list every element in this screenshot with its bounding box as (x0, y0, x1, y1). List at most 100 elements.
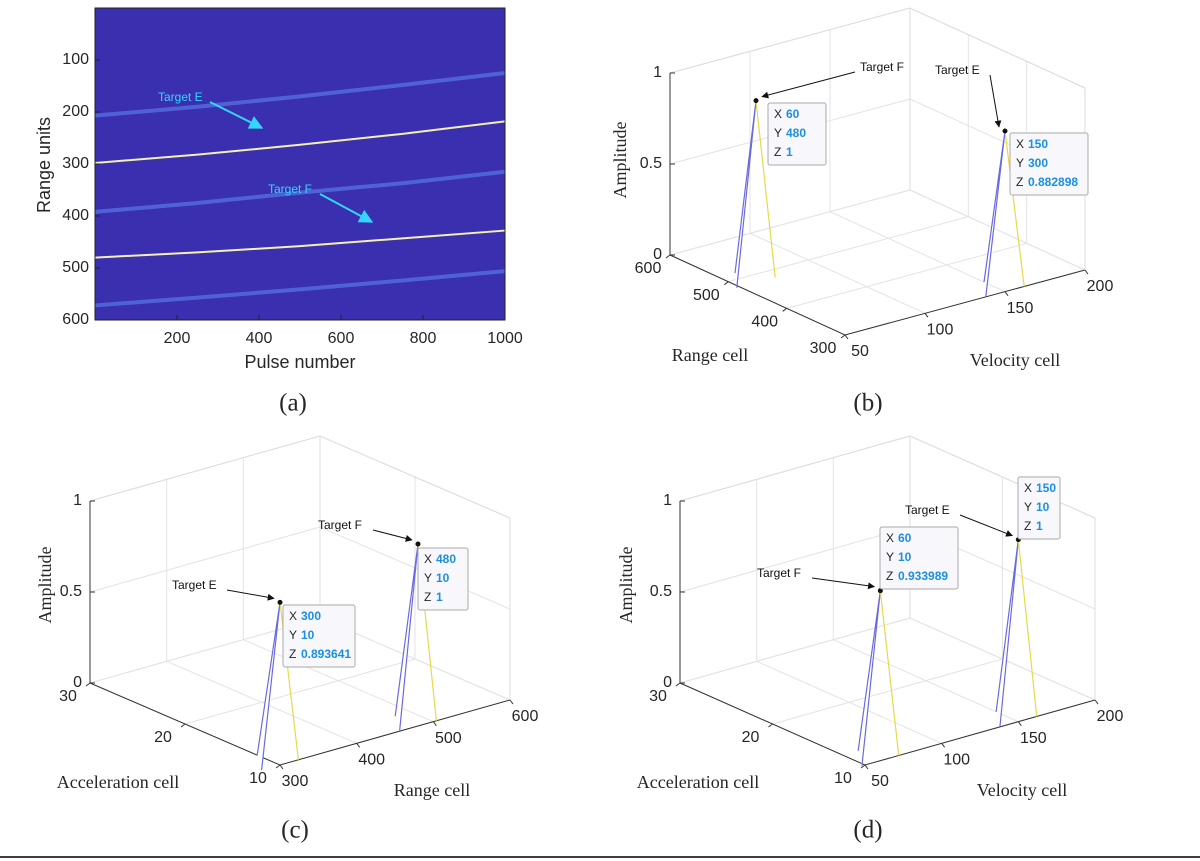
y-tick-label: 20 (154, 729, 172, 746)
panel-caption: (a) (279, 390, 307, 417)
target-track (94, 71, 506, 118)
x-tick-label: 500 (435, 730, 462, 747)
axis-line (679, 682, 1096, 766)
z-tick-label: 1 (663, 492, 672, 509)
datatip-value: 10 (1036, 500, 1050, 514)
y-tick-label: 300 (62, 155, 89, 172)
x-tick-label: 50 (851, 343, 869, 360)
peak (734, 100, 757, 288)
grid-line (669, 7, 1086, 89)
x-tick (356, 743, 361, 748)
x-tick-label: 100 (943, 752, 970, 769)
grid-line (832, 457, 1019, 723)
datatip-value: 10 (301, 628, 315, 642)
y-axis-label: Acceleration cell (637, 772, 759, 792)
z-tick-label: 0 (663, 674, 672, 691)
axis-line (89, 682, 511, 766)
peak (995, 539, 1019, 727)
annotation-arrow (209, 101, 264, 129)
y-tick (675, 682, 681, 687)
datatip-box (767, 102, 827, 166)
grid-line (184, 477, 416, 725)
x-tick (279, 764, 284, 770)
x-tick (844, 334, 849, 340)
y-tick-label: 10 (834, 770, 852, 787)
datatip-field: Y (289, 628, 297, 642)
datatip-field: Z (424, 590, 431, 604)
y-tick (275, 764, 281, 769)
x-tick-label: 600 (328, 330, 355, 347)
datatip-point (415, 541, 421, 547)
x-tick-label: 400 (246, 330, 273, 347)
annotation: Target F (268, 182, 312, 196)
x-tick (1017, 721, 1022, 726)
datatip-point (1002, 128, 1008, 134)
z-axis-label: Amplitude (616, 546, 636, 623)
target-label: Target E (905, 503, 950, 517)
y-axis-label: Range units (34, 117, 54, 213)
datatip-value: 60 (898, 531, 912, 545)
y-tick-label: 400 (751, 314, 778, 331)
peak (983, 130, 1006, 297)
y-tick (840, 334, 846, 339)
target-arrow (226, 589, 275, 601)
grid-line (749, 51, 926, 314)
y-tick-label: 500 (693, 287, 720, 304)
y-tick-label: 600 (635, 260, 662, 277)
y-tick (665, 254, 671, 259)
datatip-box (1009, 132, 1089, 196)
x-tick-label: 200 (1097, 708, 1124, 725)
y-axis-label: Acceleration cell (57, 772, 179, 792)
target-label: Target F (318, 518, 362, 532)
x-axis-label: Range cell (394, 780, 470, 800)
z-tick-label: 0.5 (60, 583, 82, 600)
y-tick (860, 764, 866, 769)
target-arrow (372, 529, 413, 542)
y-tick-label: 30 (649, 688, 667, 705)
y-tick-label: 200 (62, 103, 89, 120)
datatip-field: X (424, 552, 432, 566)
datatip-value: 300 (1028, 156, 1048, 170)
datatip-field: Z (1016, 175, 1023, 189)
datatip-field: X (774, 107, 782, 121)
x-axis-label: Velocity cell (977, 780, 1067, 800)
datatip-value: 480 (786, 126, 806, 140)
grid-line (756, 479, 942, 744)
datatip-field: X (289, 609, 297, 623)
x-tick-label: 1000 (487, 330, 523, 347)
y-tick-label: 10 (249, 770, 267, 787)
datatip-value: 150 (1028, 137, 1048, 151)
peak-edge (1017, 539, 1038, 717)
x-tick (941, 743, 946, 748)
x-axis-label: Velocity cell (970, 350, 1060, 370)
x-axis-label: Pulse number (244, 352, 355, 372)
z-tick-label: 0.5 (640, 155, 662, 172)
target-track (94, 169, 506, 214)
target-arrow (761, 71, 856, 99)
datatip-box (417, 547, 469, 611)
target-arrow (989, 74, 1002, 128)
datatip-value: 10 (898, 550, 912, 564)
datatip-value: 0.933989 (898, 569, 948, 583)
y-tick (768, 723, 773, 728)
peak (857, 590, 881, 766)
datatip-box (282, 604, 356, 668)
panel-caption: (c) (281, 817, 309, 844)
y-tick-label: 600 (62, 311, 89, 328)
x-tick-label: 150 (1007, 300, 1034, 317)
box-edge (679, 435, 1096, 700)
datatip-field: Y (1024, 500, 1032, 514)
box-edge (89, 435, 511, 700)
z-tick-label: 0 (73, 674, 82, 691)
peak-edge (1004, 130, 1025, 287)
datatip-value: 0.882898 (1028, 175, 1078, 189)
y-tick-label: 400 (62, 207, 89, 224)
x-tick-label: 300 (282, 773, 309, 790)
target-track (94, 229, 506, 259)
y-tick-label: 100 (62, 51, 89, 68)
datatip-point (753, 98, 759, 104)
datatip-field: Y (886, 550, 894, 564)
x-tick-label: 200 (164, 330, 191, 347)
x-tick-label: 600 (512, 708, 539, 725)
datatip-field: X (1016, 137, 1024, 151)
